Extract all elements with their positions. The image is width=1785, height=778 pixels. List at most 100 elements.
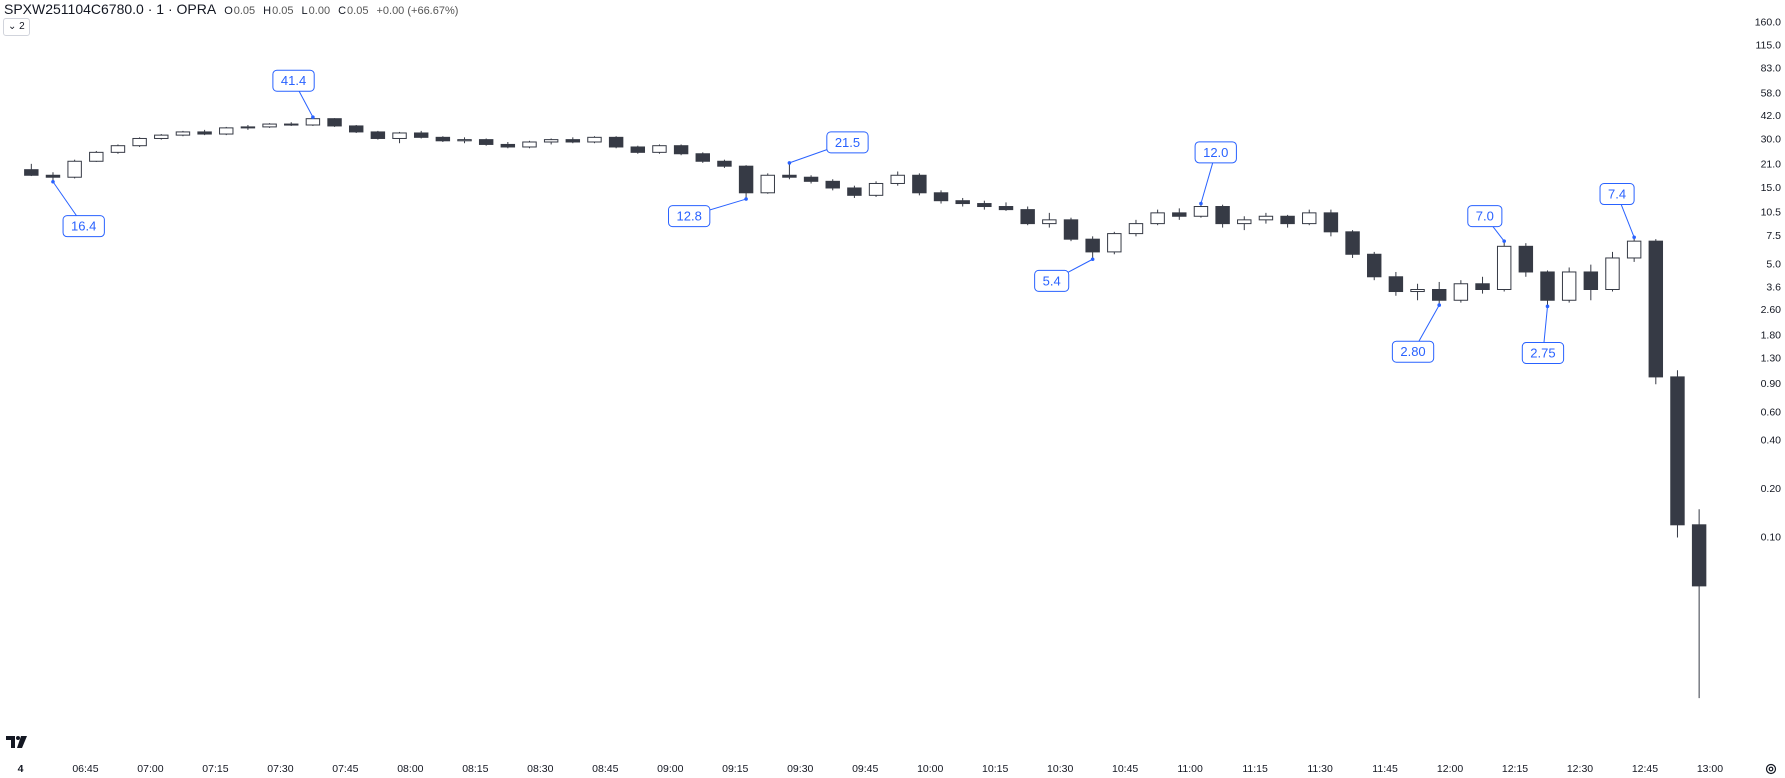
candle-body: [955, 200, 970, 205]
candle-body: [67, 160, 82, 178]
x-tick-label: 09:30: [787, 763, 813, 775]
candle-body: [154, 134, 169, 139]
candle-body: [1583, 271, 1599, 291]
legend-key: H: [263, 5, 272, 17]
candle-body: [1107, 233, 1122, 253]
candle-body: [868, 182, 884, 196]
x-tick-label: 09:15: [722, 763, 748, 775]
x-tick-label: 07:30: [267, 763, 293, 775]
candle-body: [1648, 240, 1664, 378]
x-tick-label: 06:45: [72, 763, 98, 775]
legend-value: 0.05: [233, 5, 256, 17]
annotation-dot: [787, 161, 792, 165]
candle-body: [1518, 245, 1534, 273]
candle-body: [760, 174, 775, 194]
candle-body: [284, 123, 299, 126]
x-tick-label: 11:30: [1307, 763, 1333, 775]
annotation: 41.4: [272, 69, 315, 119]
candle-body: [457, 139, 472, 142]
candle-body: [998, 206, 1014, 211]
annotation-label: 21.5: [835, 135, 860, 150]
legend-key: C: [338, 5, 347, 17]
candle-body: [1410, 289, 1425, 293]
candle-body: [565, 139, 581, 143]
x-tick-label: 10:00: [917, 763, 943, 775]
annotation-dot: [1199, 201, 1203, 206]
annotation-box: [1194, 141, 1237, 164]
annotation: 12.8: [668, 197, 748, 228]
candle-body: [478, 139, 494, 145]
candle-body: [392, 132, 407, 139]
y-tick-label: 21.0: [1761, 158, 1782, 170]
x-tick-label: 11:00: [1177, 763, 1203, 775]
annotation-box: [1599, 183, 1635, 206]
header: SPXW251104C6780.0 · 1 · OPRA O 0.05 H 0.05…: [4, 1, 458, 17]
candle-body: [370, 131, 386, 139]
annotation-label: 41.4: [281, 73, 306, 88]
candle-body: [1280, 215, 1295, 225]
annotation-dot: [1090, 257, 1095, 262]
x-tick-label: 07:00: [137, 763, 163, 775]
y-tick-label: 30.0: [1761, 133, 1782, 145]
annotation: 7.4: [1599, 183, 1636, 240]
candle-body: [825, 180, 840, 189]
candle-body: [1150, 212, 1165, 225]
candle-body: [1626, 240, 1642, 259]
candle-body: [1085, 238, 1100, 253]
candle-body: [587, 136, 602, 143]
indicator-toggle[interactable]: ⌄ 2: [3, 18, 30, 36]
x-tick-label: 08:45: [592, 763, 618, 775]
candle-body: [110, 145, 126, 153]
candle-body: [413, 132, 429, 138]
annotation-label: 12.8: [677, 209, 702, 224]
x-tick-label: 12:45: [1632, 763, 1658, 775]
annotation-dot: [1632, 235, 1636, 240]
candle-body: [262, 123, 277, 128]
candle-body: [1691, 524, 1707, 587]
y-tick-label: 2.60: [1761, 304, 1782, 316]
annotation-box: [668, 205, 711, 228]
x-tick-label: 07:15: [202, 763, 228, 775]
candle-body: [1453, 283, 1469, 301]
x-tick-label: 11:15: [1242, 763, 1268, 775]
candle-body: [782, 174, 797, 178]
symbol: SPXW251104C6780.0 · 1 · OPRA: [4, 1, 217, 17]
legend-value: 0.00: [308, 5, 331, 17]
x-tick-label: 10:30: [1047, 763, 1073, 775]
annotation: 21.5: [787, 131, 869, 165]
x-tick-label: 07:45: [332, 763, 358, 775]
candle-body: [1431, 289, 1447, 301]
y-tick-label: 0.90: [1761, 378, 1782, 390]
x-tick-label: 11:45: [1372, 763, 1398, 775]
legend-low: L 0.00: [302, 5, 331, 17]
x-tick-label: 10:45: [1112, 763, 1138, 775]
candle-body: [435, 136, 451, 142]
annotation-dot: [1437, 303, 1442, 307]
legend-high: H 0.05: [263, 5, 293, 17]
annotation: 2.75: [1521, 304, 1565, 364]
x-tick-label: 10:15: [982, 763, 1008, 775]
annotation-dot: [1545, 304, 1550, 309]
annotation-box: [1467, 205, 1503, 228]
candle-body: [1388, 276, 1404, 293]
candle-body: [717, 160, 732, 167]
y-tick-label: 0.10: [1761, 531, 1782, 543]
candle-body: [1345, 231, 1360, 255]
annotation: 5.4: [1034, 257, 1095, 292]
settings-icon[interactable]: [1765, 763, 1777, 775]
annotation: 2.80: [1391, 303, 1442, 363]
candle-body: [1215, 206, 1230, 225]
candle-body: [89, 151, 104, 162]
y-tick-label: 0.40: [1761, 435, 1782, 447]
y-tick-label: 5.0: [1766, 258, 1781, 270]
candle-body: [1475, 283, 1490, 291]
candle-body: [132, 137, 147, 147]
y-tick-label: 3.6: [1766, 281, 1781, 293]
x-tick-label: 08:15: [462, 763, 488, 775]
annotation-label: 12.0: [1203, 145, 1228, 160]
tv-logo: [6, 736, 27, 748]
y-tick-label: 160.0: [1755, 17, 1781, 29]
annotation-box: [1034, 269, 1070, 292]
candle-body: [1670, 376, 1685, 526]
